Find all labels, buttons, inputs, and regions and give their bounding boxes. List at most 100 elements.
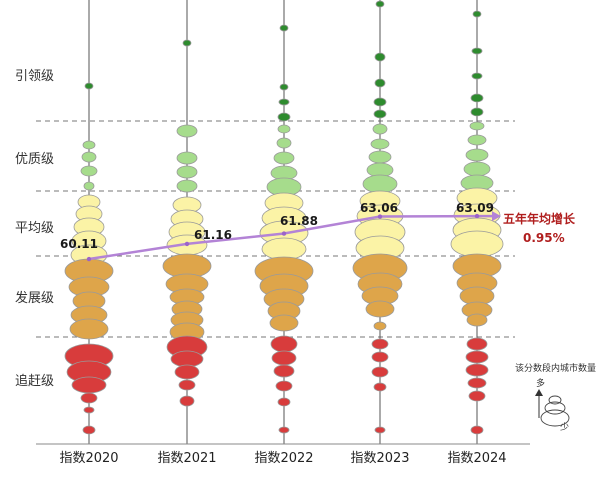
avg-label-2023: 63.06 [360, 201, 398, 215]
average-point-2020 [86, 256, 92, 262]
bubble-2024-catching-up-24 [470, 425, 484, 435]
bubble-2020-developing-14 [69, 318, 109, 340]
bubble-2020-quality-2 [81, 151, 97, 163]
bubble-2022-leading-3 [277, 112, 291, 122]
x-tick-2024: 指数2024 [447, 451, 506, 466]
bubble-2024-catching-up-23 [468, 390, 486, 402]
bubble-2023-developing-17 [365, 300, 395, 318]
avg-label-2022: 61.88 [280, 214, 318, 228]
legend-less: 少 [560, 422, 569, 433]
bubble-2020-catching-up-18 [80, 392, 98, 404]
bubble-2022-catching-up-22 [277, 397, 291, 407]
bubble-2024-quality-8 [463, 161, 491, 177]
bubble-2021-catching-up-18 [178, 379, 196, 391]
bubble-layer [64, 0, 504, 435]
bubble-2024-leading-1 [471, 47, 483, 55]
bubble-2022-catching-up-18 [270, 335, 298, 353]
bubble-2020-catching-up-17 [71, 376, 107, 394]
bubble-2024-leading-2 [471, 72, 483, 80]
average-point-2024 [474, 213, 480, 219]
bubble-2024-developing-18 [466, 313, 488, 327]
avg-label-2020: 60.11 [60, 237, 98, 251]
x-tick-2023: 指数2023 [350, 451, 409, 466]
bubble-2024-quality-5 [469, 121, 485, 131]
x-tick-2021: 指数2021 [157, 451, 216, 466]
bubble-2023-leading-2 [374, 78, 386, 88]
bubble-2020-quality-1 [82, 140, 96, 150]
bubble-2023-leading-1 [374, 52, 386, 62]
size-legend: 该分数段内城市数量 多 少 [515, 362, 596, 433]
legend-bubble-small [548, 395, 562, 405]
bubble-2024-catching-up-21 [465, 363, 489, 377]
bubble-2024-leading-3 [470, 93, 484, 103]
bubble-2024-quality-6 [467, 134, 487, 146]
bubble-2022-quality-4 [277, 124, 291, 134]
legend-title: 该分数段内城市数量 [515, 362, 596, 374]
bubble-2023-catching-up-20 [371, 351, 389, 363]
x-tick-2020: 指数2020 [59, 451, 118, 466]
bubble-2024-average-13 [450, 230, 504, 258]
bubble-2022-quality-5 [276, 137, 292, 149]
bubble-2023-catching-up-19 [371, 338, 389, 350]
bubble-2024-leading-4 [470, 107, 484, 117]
average-point-2022 [281, 231, 287, 236]
bubble-2020-quality-3 [80, 165, 98, 177]
tier-label-quality: 优质级 [15, 152, 54, 167]
bubble-2022-quality-6 [273, 151, 295, 165]
avg-label-2021: 61.16 [194, 228, 232, 242]
bubble-2023-catching-up-22 [373, 382, 387, 392]
bubble-2023-leading-3 [373, 97, 387, 107]
growth-title: 五年年均增长 [503, 211, 576, 226]
bubble-2022-catching-up-21 [275, 380, 293, 392]
bubble-2021-catching-up-19 [179, 395, 195, 407]
tier-label-average: 平均级 [15, 221, 54, 236]
bubble-2021-catching-up-17 [174, 364, 200, 380]
bubble-2020-quality-4 [83, 181, 95, 191]
bubble-2021-quality-3 [176, 165, 198, 179]
bubble-2020-leading-0 [84, 82, 94, 90]
bubble-2024-quality-7 [465, 148, 489, 162]
bubble-2021-quality-1 [176, 124, 198, 138]
bubble-2021-quality-4 [176, 179, 198, 193]
avg-label-2024: 63.09 [456, 201, 494, 215]
average-point-2021 [184, 241, 190, 247]
bubble-2021-leading-0 [182, 39, 192, 47]
bubble-2022-leading-0 [279, 24, 289, 32]
bubble-2023-catching-up-21 [371, 366, 389, 378]
bubble-2022-developing-17 [269, 314, 299, 332]
tier-dividers [36, 120, 515, 338]
legend-bubble-large [540, 409, 570, 427]
legend-arrow-head [535, 389, 543, 396]
average-trend [86, 211, 501, 262]
bubble-2023-quality-6 [370, 138, 390, 150]
average-point-2023 [377, 214, 383, 219]
bubble-2022-leading-1 [279, 83, 289, 91]
bubble-2023-leading-0 [375, 0, 385, 8]
bubble-2022-catching-up-20 [273, 364, 295, 378]
trend-arrow-head [492, 211, 501, 222]
bubble-2022-leading-2 [278, 98, 290, 106]
bubble-2023-quality-5 [372, 123, 388, 135]
bubble-2023-catching-up-23 [374, 426, 386, 434]
bubble-2020-catching-up-19 [83, 406, 95, 414]
bubble-2021-quality-2 [176, 151, 198, 165]
legend-more: 多 [536, 377, 545, 389]
bubble-2023-developing-18 [373, 321, 387, 331]
x-tick-2022: 指数2022 [254, 451, 313, 466]
bubble-2023-leading-4 [373, 109, 387, 119]
bubble-2020-catching-up-20 [82, 425, 96, 435]
legend-bubble-medium [544, 401, 566, 415]
bubble-2024-catching-up-20 [465, 350, 489, 364]
tier-label-catching-up: 追赶级 [15, 373, 54, 389]
bubble-2024-catching-up-19 [466, 337, 488, 351]
bubble-2022-catching-up-19 [271, 350, 297, 366]
tier-label-leading: 引领级 [15, 69, 54, 84]
tier-label-developing: 发展级 [15, 290, 54, 306]
bubble-2024-catching-up-22 [467, 377, 487, 389]
bubble-2023-quality-7 [368, 150, 392, 164]
growth-value: 0.95% [523, 231, 565, 245]
bubble-2022-catching-up-23 [278, 426, 290, 434]
bubble-2023-quality-9 [362, 174, 398, 194]
